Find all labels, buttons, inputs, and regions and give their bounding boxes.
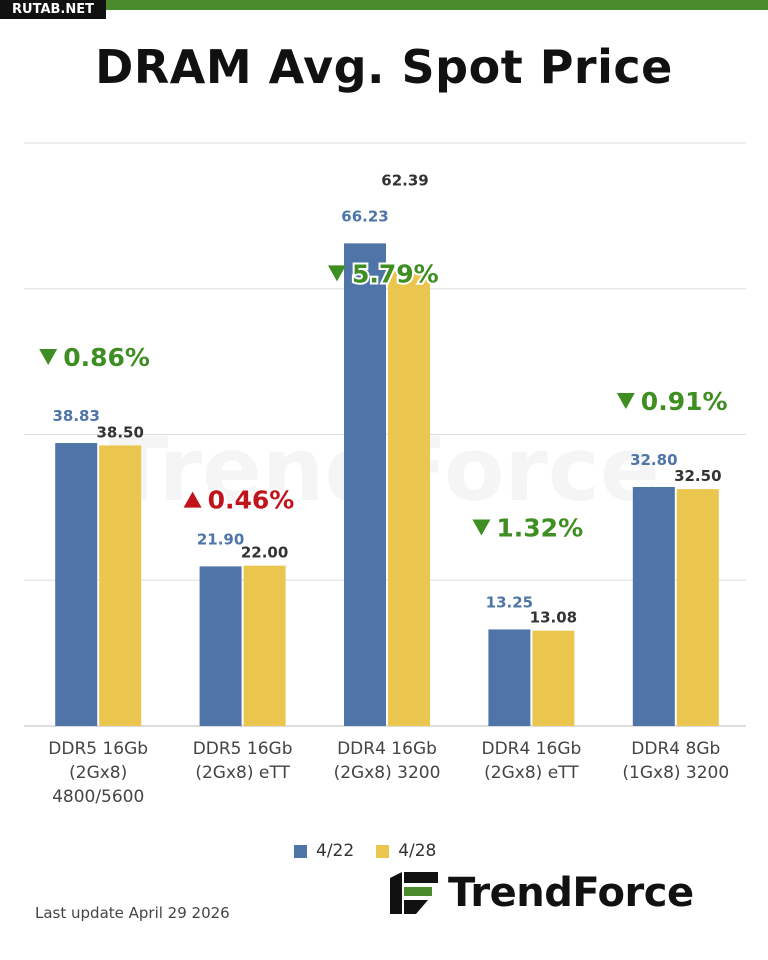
last-update-note: Last update April 29 2026 (35, 904, 230, 922)
value-label-series-2: 32.50 (674, 467, 721, 485)
value-label-series-2: 13.08 (530, 609, 577, 627)
change-label: 0.46% (208, 486, 295, 515)
change-label: 0.91% (641, 387, 728, 416)
bars (55, 243, 719, 726)
trendforce-logo: TrendForce (388, 870, 694, 916)
value-label-series-1: 32.80 (630, 451, 677, 469)
category-labels: DDR5 16Gb (2Gx8) 4800/5600 DDR5 16Gb (2Gx8) … (48, 739, 729, 807)
legend-label-series-2: 4/28 (398, 841, 437, 861)
category-label: (1Gx8) 3200 (622, 763, 729, 783)
legend-swatch-series-2 (376, 844, 390, 858)
bar-series-1 (632, 486, 675, 726)
legend-swatch-series-1 (294, 844, 307, 858)
top-accent-bar (0, 0, 768, 10)
arrow-up-icon (183, 491, 202, 508)
legend-item-series-1: 4/22 (294, 841, 354, 861)
value-label-series-2: 62.39 (381, 171, 428, 189)
arrow-down-icon (39, 349, 58, 366)
category-label: DDR5 16Gb (193, 739, 293, 759)
bar-series-2 (532, 630, 575, 726)
arrow-down-icon (328, 265, 346, 282)
change-label: 5.79% (352, 259, 439, 288)
change-label: 0.86% (63, 343, 150, 372)
bar-series-1 (344, 243, 386, 726)
value-label-series-1: 13.25 (486, 593, 533, 611)
value-label-series-1: 38.83 (52, 407, 99, 425)
arrow-down-icon (616, 392, 635, 409)
arrow-down-icon (472, 519, 491, 536)
category-label: DDR5 16Gb (48, 739, 148, 759)
bar-series-1 (55, 443, 98, 726)
category-label: DDR4 16Gb (337, 739, 437, 759)
category-label: (2Gx8) (69, 763, 127, 783)
category-label: (2Gx8) 3200 (334, 763, 441, 783)
trendforce-logo-icon (390, 872, 438, 914)
value-label-series-1: 21.90 (197, 530, 244, 548)
bar-series-1 (199, 566, 242, 726)
trendforce-logo-text: TrendForce (448, 870, 694, 916)
category-label: (2Gx8) eTT (484, 763, 579, 783)
change-annotations: 0.86% 0.46% 5.79% 1.32% 0.91% (39, 257, 730, 544)
legend-label-series-1: 4/22 (316, 841, 355, 861)
bar-series-1 (488, 629, 531, 726)
bar-series-2 (676, 489, 719, 726)
bar-series-2 (243, 565, 286, 726)
legend: 4/22 4/28 (294, 840, 458, 862)
category-label: DDR4 16Gb (481, 739, 581, 759)
value-label-series-1: 66.23 (341, 207, 388, 225)
value-label-series-2: 38.50 (96, 423, 143, 441)
category-label: (2Gx8) eTT (195, 763, 290, 783)
legend-item-series-2: 4/28 (376, 841, 436, 861)
category-label: DDR4 8Gb (631, 739, 720, 759)
chart-title: DRAM Avg. Spot Price (95, 40, 673, 94)
site-watermark-tag: RUTAB.NET (0, 0, 106, 19)
bar-series-2 (99, 445, 142, 726)
bar-series-2 (388, 271, 430, 726)
category-label: 4800/5600 (52, 787, 144, 807)
value-label-series-2: 22.00 (241, 544, 288, 562)
change-label: 1.32% (496, 513, 583, 542)
